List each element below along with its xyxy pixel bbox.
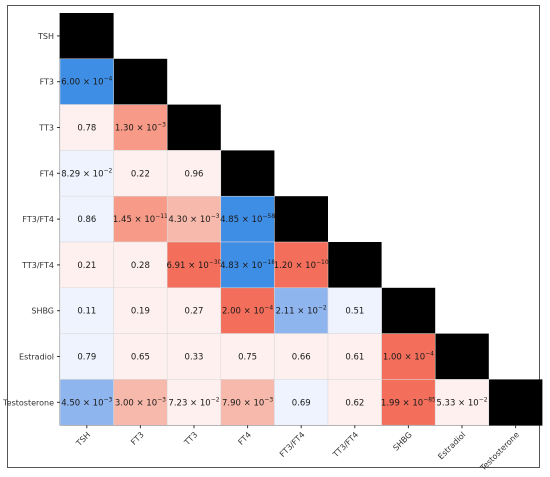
- cell-shbg-ft4: [220, 287, 275, 334]
- cell-ft4-ft3: [113, 150, 168, 197]
- cell-ft3-ft4-tsh: [59, 195, 114, 243]
- cell-shbg-ft3-label: 0.19: [131, 307, 150, 317]
- cell-testosterone-shbg-label: 1.99 × 10−85: [381, 396, 436, 408]
- cell-estradiol-ft3-label: 0.65: [131, 353, 150, 363]
- cell-testosterone-ft4-label: 7.90 × 10−3: [222, 396, 273, 408]
- cell-ft3-tsh-label: 6.00 × 10−4: [61, 76, 112, 88]
- cell-estradiol-ft4: [220, 333, 275, 380]
- diagonal-cell-shbg: [381, 287, 436, 334]
- cell-shbg-ft4-label: 2.00 × 10−4: [222, 305, 273, 317]
- cell-tt3-ft4-tsh-label: 0.21: [77, 261, 96, 271]
- cell-shbg-ft3-ft4-label: 2.11 × 10−2: [276, 305, 327, 317]
- cell-testosterone-tsh: [59, 379, 114, 426]
- diagonal-cell-ft3-ft4: [274, 196, 328, 242]
- cell-shbg-tt3-ft4: [327, 287, 382, 334]
- y-tick-tt3-ft4: TT3/FT4: [21, 261, 54, 270]
- cell-ft3-ft4-ft4-label: 4.85 × 10−58: [220, 213, 275, 225]
- cell-shbg-ft3: [113, 287, 168, 334]
- cell-ft4-tt3-label: 0.96: [185, 169, 204, 179]
- cell-testosterone-estradiol: [434, 379, 490, 426]
- cell-tt3-ft4-ft3-ft4: [274, 241, 329, 289]
- y-tick-tsh: TSH: [37, 32, 54, 41]
- cell-tt3-ft3: [113, 104, 168, 151]
- cell-estradiol-tt3-ft4: [327, 333, 382, 380]
- y-tick-testosterone: Testosterone: [2, 398, 54, 407]
- cell-testosterone-tt3-ft4: [327, 379, 382, 426]
- cell-tt3-ft4-ft3-ft4-label: 1.20 × 10−10: [274, 259, 329, 271]
- cell-tt3-ft4-tt3-label: 6.91 × 10−30: [167, 259, 222, 271]
- cell-shbg-ft3-ft4: [274, 287, 329, 334]
- cell-ft4-tt3: [166, 150, 222, 197]
- cell-testosterone-tsh-label: 4.50 × 10−3: [61, 396, 112, 408]
- cell-ft4-tsh-label: 8.29 × 10−2: [61, 167, 112, 179]
- cell-shbg-tsh-label: 0.11: [77, 307, 96, 317]
- cell-tt3-ft4-ft4-label: 4.83 × 10−18: [220, 259, 275, 271]
- y-tick-shbg: SHBG: [31, 307, 54, 316]
- cell-testosterone-ft3-label: 3.00 × 10−3: [115, 396, 166, 408]
- diagonal-cell-tt3-ft4: [328, 242, 382, 288]
- diagonal-cell-testosterone: [488, 379, 543, 426]
- figure-frame: [7, 5, 540, 468]
- cell-ft4-ft3-label: 0.22: [131, 169, 150, 179]
- cell-ft3-ft4-ft3: [113, 195, 168, 243]
- x-tick-tt3: TT3: [182, 430, 199, 447]
- cell-estradiol-ft4-label: 0.75: [238, 353, 257, 363]
- x-tick-tsh: TSH: [74, 430, 92, 448]
- cell-shbg-tt3: [166, 287, 222, 334]
- cell-testosterone-ft3-ft4: [274, 379, 329, 426]
- y-tick-estradiol: Estradiol: [19, 353, 54, 362]
- cell-estradiol-shbg-label: 1.00 × 10−4: [383, 351, 434, 363]
- cell-tt3-ft4-tsh: [59, 241, 114, 289]
- cell-testosterone-ft3-ft4-label: 0.69: [292, 398, 311, 408]
- cell-tt3-ft3-label: 1.30 × 10−3: [115, 122, 166, 134]
- diagonal-cell-ft3: [113, 58, 168, 105]
- x-tick-testosterone: Testosterone: [478, 430, 521, 473]
- cell-testosterone-ft3: [113, 379, 168, 426]
- cell-estradiol-shbg: [381, 333, 436, 380]
- cell-estradiol-tsh: [59, 333, 114, 380]
- x-tick-tt3-ft4: TT3/FT4: [331, 430, 361, 460]
- x-tick-ft4: FT4: [236, 430, 253, 447]
- cell-tt3-ft4-ft4: [220, 241, 275, 289]
- cell-ft3-ft4-ft3-label: 1.45 × 10−11: [113, 213, 168, 225]
- cell-tt3-ft4-tt3: [166, 241, 222, 289]
- cell-estradiol-ft3-ft4-label: 0.66: [292, 353, 311, 363]
- cell-testosterone-tt3-label: 7.23 × 10−2: [168, 396, 219, 408]
- y-tick-ft3-ft4: FT3/FT4: [22, 215, 54, 224]
- x-tick-estradiol: Estradiol: [436, 430, 467, 461]
- cell-ft3-ft4-ft4: [220, 195, 275, 243]
- y-tick-ft3: FT3: [40, 78, 54, 87]
- cell-ft3-ft4-tt3-label: 4.30 × 10−3: [168, 213, 219, 225]
- cell-shbg-tt3-label: 0.27: [185, 307, 204, 317]
- y-tick-ft4: FT4: [40, 169, 54, 178]
- x-tick-ft3: FT3: [129, 430, 146, 447]
- x-tick-ft3-ft4: FT3/FT4: [278, 430, 307, 459]
- x-tick-shbg: SHBG: [391, 430, 413, 452]
- cell-testosterone-estradiol-label: 5.33 × 10−2: [436, 396, 487, 408]
- cell-estradiol-tt3-label: 0.33: [185, 353, 204, 363]
- cell-estradiol-tsh-label: 0.79: [77, 353, 96, 363]
- cell-estradiol-tt3-ft4-label: 0.61: [345, 353, 364, 363]
- cell-ft3-ft4-tsh-label: 0.86: [77, 215, 96, 225]
- diagonal-cell-tsh: [60, 13, 114, 59]
- cell-shbg-tsh: [59, 287, 114, 334]
- y-tick-tt3: TT3: [38, 124, 54, 133]
- diagonal-cell-tt3: [167, 104, 221, 151]
- cell-tt3-ft4-ft3-label: 0.28: [131, 261, 150, 271]
- cell-testosterone-tt3-ft4-label: 0.62: [345, 398, 364, 408]
- diagonal-cell-estradiol: [435, 333, 489, 380]
- cell-testosterone-ft4: [220, 379, 275, 426]
- cell-testosterone-shbg: [381, 379, 436, 426]
- cell-estradiol-tt3: [166, 333, 222, 380]
- cell-tt3-ft4-ft3: [113, 241, 168, 289]
- cell-ft3-tsh: [59, 58, 114, 105]
- cell-shbg-tt3-ft4-label: 0.51: [345, 307, 364, 317]
- cell-tt3-tsh-label: 0.78: [77, 124, 96, 134]
- diagonal-cell-ft4: [220, 150, 275, 197]
